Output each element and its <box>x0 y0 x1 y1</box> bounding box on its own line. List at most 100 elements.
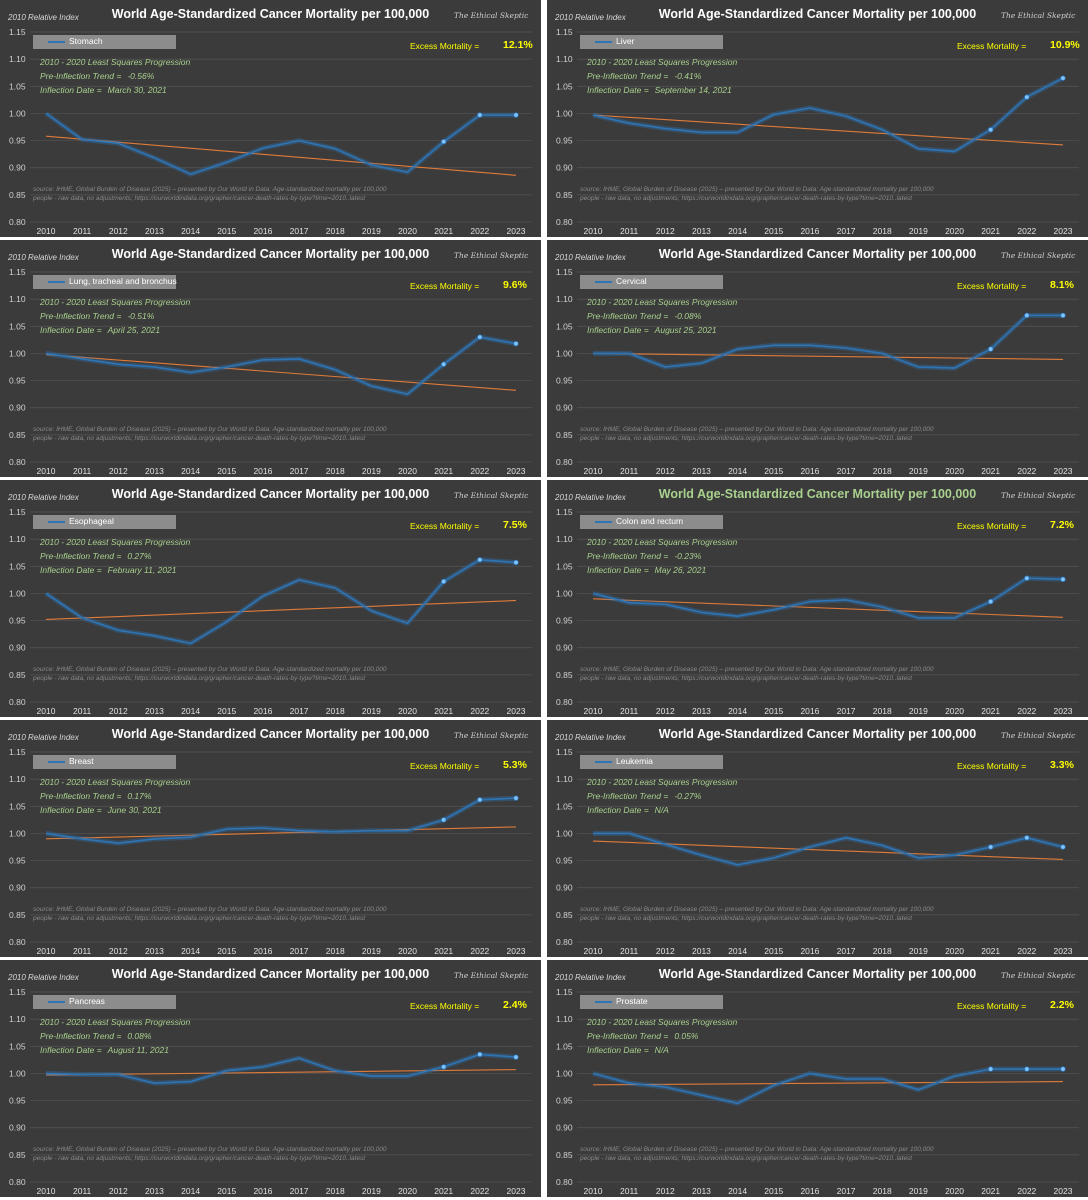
data-point <box>440 361 447 367</box>
x-tick-label: 2019 <box>909 946 928 956</box>
data-point <box>987 1066 994 1072</box>
regression-label: 2010 - 2020 Least Squares Progression <box>587 537 738 547</box>
x-tick-label: 2017 <box>290 466 309 476</box>
x-tick-label: 2011 <box>620 226 639 236</box>
data-point <box>477 112 483 118</box>
x-tick-label: 2016 <box>253 706 272 716</box>
x-tick-label: 2016 <box>253 946 272 956</box>
trend-value: -0.08% <box>674 311 702 321</box>
x-tick-label: 2012 <box>109 946 128 956</box>
x-tick-label: 2010 <box>37 946 56 956</box>
x-tick-label: 2010 <box>584 706 603 716</box>
excess-mortality-value: 7.2% <box>1050 519 1074 531</box>
x-tick-label: 2023 <box>507 466 526 476</box>
excess-mortality-value: 2.2% <box>1050 999 1074 1011</box>
pre-inflection-trend: Pre-Inflection Trend = -0.56% <box>40 71 154 81</box>
x-tick-label: 2019 <box>362 706 381 716</box>
x-tick-label: 2018 <box>873 226 892 236</box>
x-tick-label: 2010 <box>584 946 603 956</box>
data-point <box>477 1051 483 1058</box>
inflection-date: Inflection Date = September 14, 2021 <box>587 85 732 95</box>
x-tick-label: 2014 <box>728 466 747 476</box>
y-axis-label: 2010 Relative Index <box>8 733 79 742</box>
x-tick-label: 2012 <box>656 946 675 956</box>
excess-mortality-label: Excess Mortality = <box>410 41 480 51</box>
x-tick-label: 2014 <box>181 706 200 716</box>
chart-title: World Age-Standardized Cancer Mortality … <box>111 7 430 21</box>
y-tick-label: 1.10 <box>556 774 573 784</box>
x-tick-label: 2011 <box>620 1186 639 1196</box>
x-tick-label: 2018 <box>873 706 892 716</box>
inflection-date: Inflection Date = August 11, 2021 <box>40 1045 169 1055</box>
trend-label: Pre-Inflection Trend = <box>40 311 122 321</box>
y-tick-label: 0.95 <box>9 1096 26 1106</box>
y-tick-label: 0.80 <box>556 937 573 947</box>
trend-value: -0.56% <box>127 71 155 81</box>
pre-inflection-trend: Pre-Inflection Trend = 0.27% <box>40 551 151 561</box>
chart-panel: 0.80 0.85 0.90 0.95 1.00 1.05 1.10 1.15 2010 2011… <box>547 960 1088 1197</box>
source-line: source: IHME, Global Burden of Disease (… <box>580 1146 934 1153</box>
x-tick-label: 2022 <box>1017 226 1036 236</box>
source-note: source: IHME, Global Burden of Disease (… <box>33 186 386 203</box>
x-tick-label: 2023 <box>507 706 526 716</box>
source-line: source: IHME, Global Burden of Disease (… <box>580 666 934 673</box>
watermark: The Ethical Skeptic <box>1001 971 1076 980</box>
data-point <box>477 557 483 563</box>
excess-mortality-value: 2.4% <box>503 999 527 1011</box>
x-tick-label: 2010 <box>37 706 56 716</box>
inflection-value: September 14, 2021 <box>654 85 732 95</box>
y-tick-label: 1.00 <box>556 1068 573 1078</box>
data-point <box>440 138 447 145</box>
x-tick-label: 2014 <box>181 1186 200 1196</box>
y-tick-label: 0.95 <box>556 616 573 626</box>
x-tick-label: 2016 <box>800 946 819 956</box>
x-tick-label: 2017 <box>837 226 856 236</box>
source-line: source: IHME, Global Burden of Disease (… <box>33 666 387 673</box>
x-tick-label: 2017 <box>290 706 309 716</box>
x-tick-label: 2016 <box>800 706 819 716</box>
y-tick-label: 0.85 <box>9 910 26 920</box>
x-tick-label: 2020 <box>398 1186 417 1196</box>
x-tick-label: 2015 <box>217 1186 236 1196</box>
trend-line <box>45 1069 517 1076</box>
trend-label: Pre-Inflection Trend = <box>40 1031 122 1041</box>
y-tick-label: 1.05 <box>556 321 573 331</box>
inflection-date: Inflection Date = August 25, 2021 <box>587 325 717 335</box>
y-tick-label: 0.95 <box>9 136 26 146</box>
series-line <box>45 112 516 175</box>
x-tick-label: 2018 <box>326 706 345 716</box>
trend-line <box>45 826 517 840</box>
y-tick-label: 1.05 <box>556 1041 573 1051</box>
x-tick-label: 2015 <box>764 466 783 476</box>
source-note: source: IHME, Global Burden of Disease (… <box>33 666 386 683</box>
data-point <box>477 797 483 803</box>
source-note: source: IHME, Global Burden of Disease (… <box>580 666 933 683</box>
x-tick-label: 2014 <box>728 706 747 716</box>
x-tick-label: 2019 <box>909 226 928 236</box>
y-tick-label: 1.10 <box>556 54 573 64</box>
trend-label: Pre-Inflection Trend = <box>587 551 669 561</box>
source-line: people - raw data, no adjustments; https… <box>33 914 366 922</box>
x-tick-label: 2023 <box>507 946 526 956</box>
trend-line <box>592 352 1064 360</box>
x-tick-label: 2011 <box>620 946 639 956</box>
x-tick-label: 2014 <box>728 226 747 236</box>
excess-mortality-value: 8.1% <box>1050 279 1074 291</box>
y-tick-label: 1.10 <box>556 534 573 544</box>
data-point <box>513 340 519 347</box>
x-tick-label: 2022 <box>1017 946 1036 956</box>
x-tick-label: 2021 <box>981 1186 1000 1196</box>
watermark: The Ethical Skeptic <box>1001 491 1076 500</box>
plot-area: 0.80 0.85 0.90 0.95 1.00 1.05 1.10 1.15 2010 2011… <box>556 27 1079 236</box>
pre-inflection-trend: Pre-Inflection Trend = 0.17% <box>40 791 151 801</box>
inflection-date: Inflection Date = June 30, 2021 <box>40 805 162 815</box>
y-tick-label: 0.85 <box>556 190 573 200</box>
source-line: people - raw data, no adjustments; https… <box>580 194 913 202</box>
legend-line-swatch <box>595 761 612 763</box>
chart-panel: 0.80 0.85 0.90 0.95 1.00 1.05 1.10 1.15 2010 2011… <box>0 720 541 957</box>
inflection-label: Inflection Date = <box>40 565 102 575</box>
legend-label: Colon and rectum <box>616 516 684 526</box>
inflection-date: Inflection Date = February 11, 2021 <box>40 565 177 575</box>
trend-value: 0.17% <box>127 791 152 801</box>
y-tick-label: 0.80 <box>9 457 26 467</box>
